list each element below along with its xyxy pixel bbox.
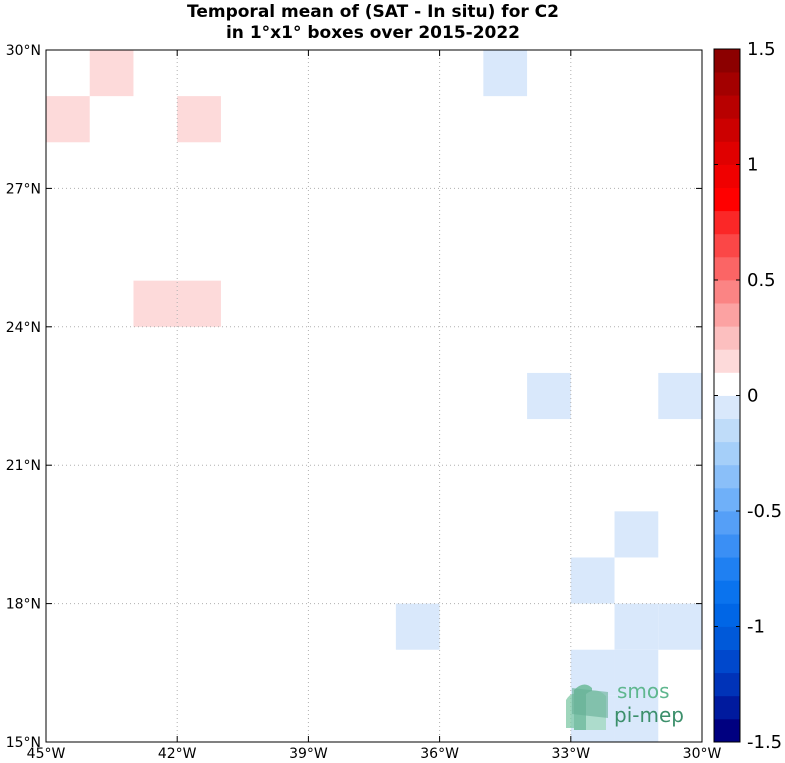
colorbar-segment — [714, 441, 740, 466]
heatmap-cell — [614, 511, 659, 558]
axes: 45°W 42°W 39°W 36°W 33°W 30°W 15°N 18°N 21°N 24°N… — [6, 43, 722, 762]
plot-frame — [45, 49, 703, 743]
chart-title-line-1: Temporal mean of (SAT - In situ) for C2 — [187, 2, 559, 22]
y-tick-label: 18°N — [6, 597, 41, 613]
colorbar-segment — [714, 72, 740, 96]
heatmap-cell — [483, 50, 528, 97]
colorbar-segment — [714, 487, 740, 512]
colorbar-segment — [714, 233, 740, 258]
y-tick-label: 24°N — [6, 320, 41, 336]
colorbar-segment — [714, 141, 740, 165]
x-tick-label: 42°W — [158, 746, 197, 762]
x-tick-label: 45°W — [27, 746, 66, 762]
heatmap-cells — [46, 50, 702, 742]
x-tick-label: 30°W — [683, 746, 722, 762]
colorbar-segment — [714, 280, 740, 304]
heatmap-cell — [658, 603, 702, 650]
colorbar-segment — [714, 210, 740, 235]
x-tick-label: 33°W — [551, 746, 590, 762]
colorbar-segment — [714, 256, 740, 281]
colorbar-segment — [714, 626, 740, 650]
colorbar-segment — [714, 418, 740, 443]
heatmap-cell — [46, 96, 90, 143]
logo-wave-icon — [566, 684, 608, 730]
colorbar-segment — [714, 372, 740, 396]
heatmap-cell — [395, 603, 440, 650]
colorbar-segment — [714, 95, 740, 119]
colorbar-tick-label: 0 — [747, 386, 758, 407]
colorbar-segment — [714, 557, 740, 581]
colorbar-segment — [714, 395, 740, 419]
y-tick-label: 15°N — [6, 735, 41, 751]
colorbar-tick-label: -1.5 — [747, 732, 782, 753]
colorbar-segment — [714, 718, 740, 743]
colorbar-segment — [714, 49, 740, 73]
heatmap-cell — [614, 649, 659, 696]
colorbar-segment — [714, 164, 740, 188]
x-tick-label: 39°W — [289, 746, 328, 762]
colorbar-segment — [714, 511, 740, 535]
heatmap-cell — [614, 603, 659, 650]
colorbar-segment — [714, 303, 740, 327]
y-tick-label: 27°N — [6, 181, 41, 197]
y-tick-label: 21°N — [6, 458, 41, 474]
colorbar-tick-label: 1.5 — [747, 39, 776, 60]
colorbar-tick-label: -1 — [747, 617, 765, 638]
colorbar-segment — [714, 349, 740, 373]
y-tick-label: 30°N — [6, 43, 41, 59]
colorbar-segment — [714, 603, 740, 627]
colorbar-segment — [714, 695, 740, 720]
heatmap-cell — [133, 280, 178, 327]
chart-title: Temporal mean of (SAT - In situ) for C2 … — [187, 2, 559, 43]
heatmap-cell — [527, 372, 571, 420]
colorbar-tick-label: 0.5 — [747, 270, 776, 291]
colorbar-segment — [714, 118, 740, 142]
heatmap-cell — [658, 372, 702, 420]
x-tick-label: 36°W — [420, 746, 459, 762]
colorbar-segment — [714, 649, 740, 674]
colorbar-segment — [714, 187, 740, 212]
heatmap-cell — [614, 695, 659, 742]
heatmap-cell — [177, 280, 221, 327]
colorbar-segment — [714, 326, 740, 350]
heatmap-cell — [570, 557, 615, 604]
grid-lines — [45, 49, 703, 743]
smos-pi-mep-logo: smos pi-mep — [566, 679, 684, 730]
colorbar: 1.5 1 0.5 0 -0.5 -1 -1.5 — [713, 39, 782, 753]
logo-line-1: smos — [617, 679, 670, 703]
colorbar-tick-label: 1 — [747, 155, 758, 176]
colorbar-segment — [714, 464, 740, 489]
colorbar-segment — [714, 580, 740, 604]
colorbar-segment — [714, 534, 740, 558]
colorbar-segment — [714, 672, 740, 697]
colorbar-tick-label: -0.5 — [747, 501, 782, 522]
heatmap-cell — [177, 96, 221, 143]
heatmap-cell — [89, 50, 134, 97]
logo-line-2: pi-mep — [614, 703, 684, 727]
chart-title-line-2: in 1°x1° boxes over 2015-2022 — [226, 23, 520, 43]
